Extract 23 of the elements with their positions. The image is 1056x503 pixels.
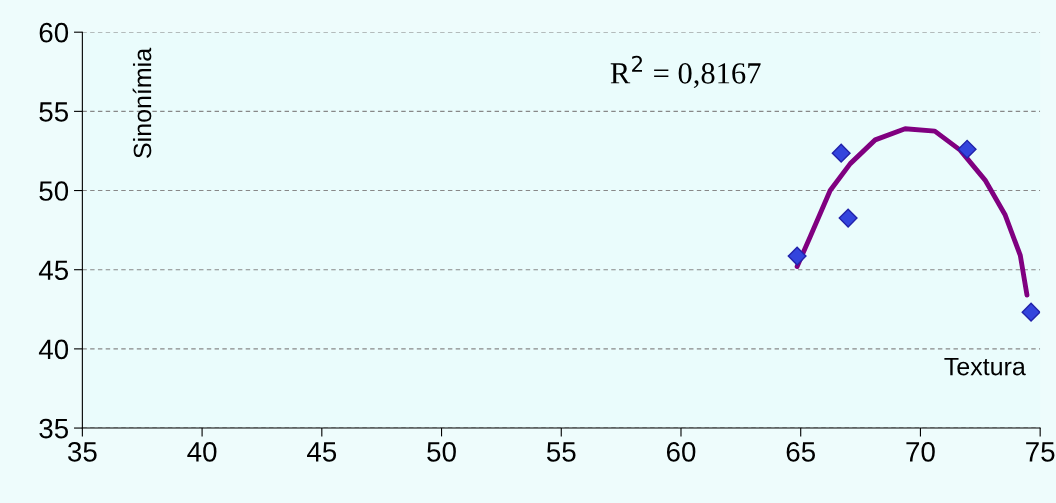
- point: [787, 246, 807, 266]
- x-tick-label: 35: [67, 441, 97, 462]
- point: [831, 143, 851, 163]
- x-tick-label: 55: [546, 442, 576, 462]
- y-tick-label: 35: [39, 418, 69, 439]
- x-tick-label: 65: [786, 441, 815, 462]
- y-tick-label: 50: [39, 181, 69, 201]
- y-tick-label: 60: [39, 22, 69, 43]
- x-tick-label: 70: [906, 441, 935, 462]
- x-tick-label: 50: [427, 441, 456, 462]
- y-tick-label: 55: [39, 102, 69, 122]
- x-axis-title: Textura: [944, 357, 1026, 376]
- y-tick-label: 40: [38, 339, 69, 360]
- point: [838, 208, 858, 228]
- x-tick-label: 40: [187, 441, 217, 462]
- point: [1021, 302, 1041, 322]
- x-tick-label: 75: [1026, 442, 1055, 462]
- y-axis-title: Sinonímia: [132, 47, 152, 158]
- x-tick-label: 60: [666, 441, 696, 462]
- annotation: R$^{2}$ = 0,8167: [610, 55, 761, 89]
- point: [957, 139, 977, 159]
- x-tick-label: 45: [307, 442, 337, 462]
- y-tick-label: 45: [38, 260, 69, 281]
